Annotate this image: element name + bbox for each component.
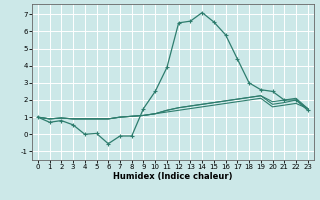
X-axis label: Humidex (Indice chaleur): Humidex (Indice chaleur) <box>113 172 233 181</box>
